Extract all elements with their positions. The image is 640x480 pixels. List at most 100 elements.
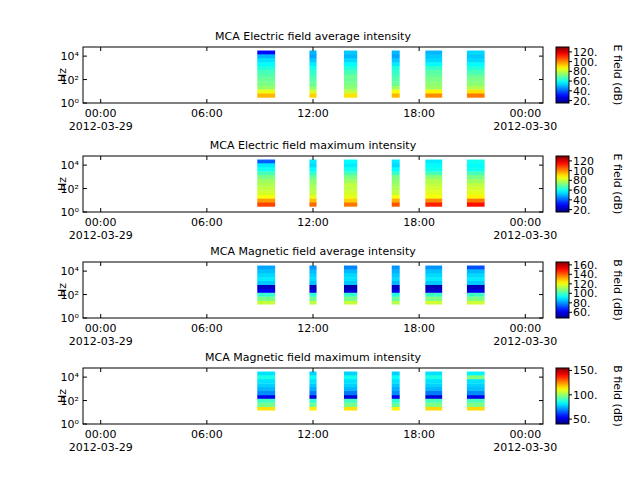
cell [467,292,485,296]
cell [392,292,400,296]
cell [309,289,316,293]
cell [392,183,400,187]
colorbar-tick [569,81,572,82]
cell [467,375,485,379]
panel-title: MCA Magnetic field maximum intensity [205,351,421,364]
cell [425,66,442,70]
cell [425,195,442,199]
colorbar [556,156,569,212]
y-tick [83,294,87,295]
x-tick-label: 00:00 [509,428,541,441]
cell [467,93,485,98]
cell [425,383,442,387]
cell [392,66,400,70]
y-axis-title: Hz [56,177,69,191]
cell [467,281,485,285]
x-tick [419,314,420,318]
cell [309,398,316,402]
cell [392,296,400,301]
cell [467,160,485,164]
cell [344,391,357,396]
x-tick-label: 00:00 [85,322,117,335]
cell [425,160,442,164]
cell [467,77,485,81]
colorbar-tick [569,51,572,52]
x-tick-label: 12:00 [297,216,329,229]
cell [257,93,275,98]
cell [425,89,442,93]
colorbar-tick [569,160,572,161]
cell [425,183,442,187]
cell [392,70,400,75]
cell [467,395,485,399]
cell [392,167,400,172]
cell [392,301,400,305]
colorbar-title: B field (dB) [611,365,624,426]
cell [257,273,275,278]
cell [467,62,485,66]
x-date-label: 2012-03-30 [493,120,557,133]
y-tick [539,271,543,272]
cell [467,301,485,305]
cell [392,407,400,411]
cell [257,281,275,285]
cell [392,289,400,293]
cell [344,296,357,301]
x-tick-label: 00:00 [509,107,541,120]
panel-title: MCA Magnetic field average intensity [210,245,416,258]
y-tick-label: 10⁴ [61,50,80,63]
cell [425,296,442,301]
cell [344,89,357,93]
x-tick [313,262,314,266]
cell [309,372,316,376]
cell [309,74,316,78]
cell [425,179,442,184]
cell [309,167,316,172]
x-tick-label: 06:00 [191,322,223,335]
cell [467,372,485,376]
x-tick-label: 12:00 [297,107,329,120]
cell [309,269,316,273]
cell [344,269,357,273]
cell [392,383,400,387]
cell [392,398,400,402]
cell [392,175,400,179]
cell [425,277,442,281]
cell [344,402,357,407]
figure: MCA Electric field average intensity00:0… [0,0,640,480]
colorbar-tick [569,71,572,72]
cell [309,198,316,202]
colorbar-tick [569,274,572,275]
colorbar-tick [569,170,572,171]
cell [344,292,357,296]
cell [309,175,316,179]
y-tick-label: 10⁴ [61,371,80,384]
x-tick [100,368,101,372]
cell [467,66,485,70]
y-tick [539,318,543,319]
cell [344,175,357,179]
cell [309,402,316,407]
cells [257,160,484,207]
frame [83,156,543,212]
cell [392,81,400,86]
cell [309,195,316,199]
cell [392,269,400,273]
y-tick-label: 10⁰ [61,418,80,431]
cell [344,273,357,278]
cell [257,74,275,78]
cell [257,289,275,293]
cell [344,266,357,270]
cell [309,379,316,384]
cell [467,74,485,78]
y-axis-title: Hz [56,68,69,82]
cell [257,58,275,63]
colorbar-tick [569,209,572,210]
x-tick [525,99,526,103]
x-tick [100,156,101,160]
cell [467,285,485,290]
cell [425,395,442,399]
cell [467,407,485,411]
cell [467,89,485,93]
cell [344,398,357,402]
